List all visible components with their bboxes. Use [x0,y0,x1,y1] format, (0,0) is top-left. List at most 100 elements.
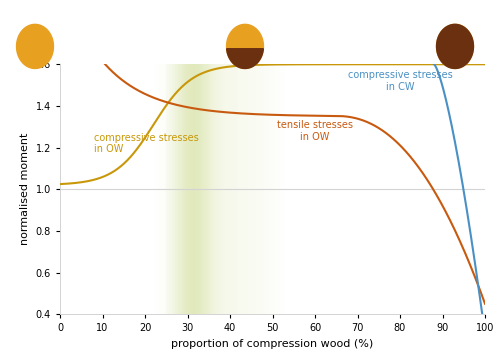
Bar [240,64,241,314]
Bar [224,64,225,314]
Bar [180,64,181,314]
Bar [166,64,167,314]
Bar [188,64,189,314]
Bar [226,64,227,314]
Bar [198,64,201,314]
Bar [208,64,209,314]
Bar [211,64,212,314]
Bar [204,64,206,314]
Bar [182,64,185,314]
Bar [260,64,261,314]
Bar [280,64,282,314]
Y-axis label: normalised moment: normalised moment [20,133,30,245]
Bar [215,64,216,314]
Bar [241,64,242,314]
Bar [224,64,228,314]
Bar [264,64,267,314]
Bar [217,64,218,314]
Bar [232,64,233,314]
Bar [167,64,168,314]
Bar [177,64,180,314]
Bar [248,64,251,314]
Bar [200,64,201,314]
Polygon shape [436,24,474,69]
Bar [270,64,271,314]
Bar [172,64,174,314]
Bar [213,64,214,314]
Bar [198,64,199,314]
Bar [230,64,231,314]
Bar [214,64,216,314]
Bar [182,64,183,314]
Bar [195,64,196,314]
Bar [265,64,266,314]
Bar [180,64,182,314]
Bar [159,64,162,314]
Bar [236,64,237,314]
Bar [206,64,207,314]
Bar [244,64,245,314]
Bar [232,64,235,314]
Bar [178,64,179,314]
Bar [231,64,232,314]
Bar [218,64,219,314]
Bar [175,64,176,314]
Bar [166,64,170,314]
Bar [176,64,177,314]
Bar [239,64,240,314]
Bar [156,64,159,314]
Polygon shape [226,24,264,69]
Bar [220,64,222,314]
X-axis label: proportion of compression wood (%): proportion of compression wood (%) [172,339,374,349]
Bar [278,64,280,314]
Bar [268,64,269,314]
Bar [193,64,194,314]
Text: compressive stresses
in CW: compressive stresses in CW [348,70,453,92]
Bar [199,64,200,314]
Polygon shape [436,24,474,69]
Bar [171,64,172,314]
Bar [248,64,249,314]
Bar [192,64,193,314]
Bar [197,64,198,314]
Bar [174,64,175,314]
Bar [181,64,182,314]
Bar [258,64,259,314]
Bar [184,64,185,314]
Bar [191,64,192,314]
Bar [194,64,195,314]
Bar [234,64,235,314]
Bar [253,64,254,314]
Bar [233,64,234,314]
Polygon shape [226,49,264,69]
Bar [168,64,169,314]
Bar [170,64,172,314]
Bar [250,64,252,314]
Bar [189,64,190,314]
Bar [229,64,230,314]
Polygon shape [16,24,54,69]
Bar [266,64,267,314]
Bar [251,64,254,314]
Bar [262,64,263,314]
Bar [174,64,177,314]
Bar [201,64,202,314]
Bar [162,64,164,314]
Bar [223,64,224,314]
Bar [243,64,244,314]
Bar [188,64,190,314]
Bar [227,64,228,314]
Bar [179,64,180,314]
Bar [183,64,184,314]
Bar [177,64,178,314]
Bar [202,64,203,314]
Bar [220,64,221,314]
Bar [205,64,206,314]
Bar [212,64,214,314]
Bar [207,64,208,314]
Bar [259,64,260,314]
Bar [190,64,193,314]
Bar [267,64,268,314]
Bar [172,64,173,314]
Bar [206,64,209,314]
